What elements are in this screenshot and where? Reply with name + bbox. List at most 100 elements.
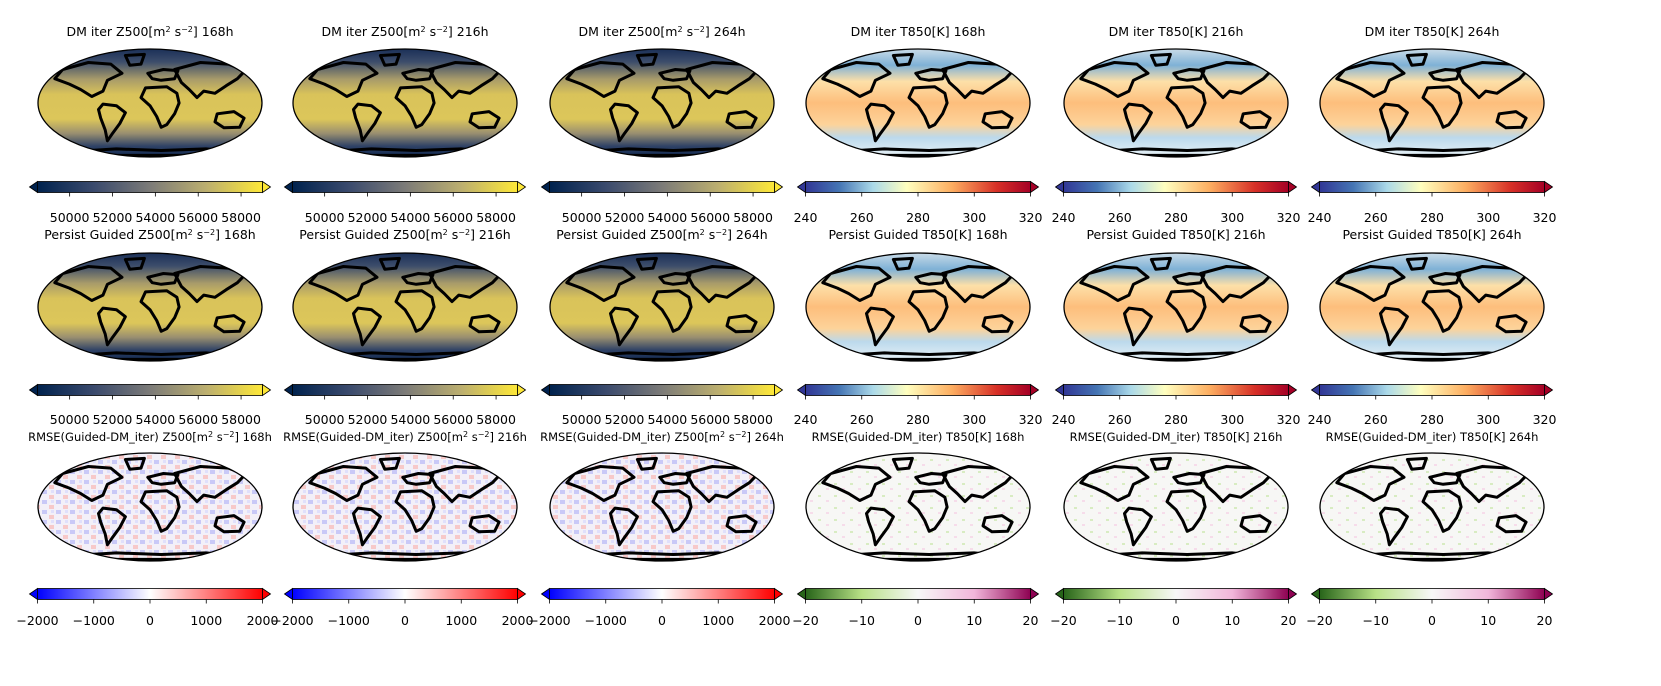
colorbar-tick-label: 54000 bbox=[135, 210, 175, 225]
colorbar-tick-label: 300 bbox=[1220, 412, 1244, 427]
coastline bbox=[1495, 514, 1528, 534]
colorbar-tick-label: 54000 bbox=[647, 412, 687, 427]
coastline bbox=[685, 465, 759, 504]
coastline bbox=[1379, 102, 1409, 143]
coastline bbox=[213, 110, 246, 130]
colorbar-tick-label: 2000 bbox=[247, 613, 279, 628]
coastline bbox=[635, 256, 658, 271]
colorbar-gradient bbox=[292, 384, 518, 396]
colorbar-extend-max bbox=[1030, 587, 1040, 601]
colorbar-tick-label: 52000 bbox=[93, 210, 133, 225]
coastline bbox=[468, 314, 501, 334]
panel-title: DM iter T850[K] 168h bbox=[851, 24, 986, 39]
colorbar-tick-label: 56000 bbox=[178, 412, 218, 427]
map-field bbox=[1320, 453, 1544, 561]
coastline bbox=[123, 52, 146, 67]
map-field bbox=[38, 49, 262, 157]
coastline bbox=[565, 465, 636, 502]
coastline bbox=[394, 489, 436, 533]
coastline bbox=[1239, 110, 1272, 130]
colorbar-tick-label: 50000 bbox=[305, 412, 345, 427]
map-border bbox=[805, 48, 1031, 158]
coastline bbox=[658, 472, 692, 486]
map-field bbox=[293, 253, 517, 361]
coastline bbox=[981, 514, 1014, 534]
colorbar-extend-min bbox=[28, 383, 38, 397]
coastline bbox=[609, 306, 639, 347]
map-field bbox=[38, 253, 262, 361]
colorbar: 240 260 280 300 320 bbox=[1308, 180, 1557, 225]
map-border bbox=[292, 452, 518, 562]
coastline bbox=[378, 456, 401, 471]
colorbar-extend-max bbox=[774, 383, 784, 397]
panel-title: Persist Guided T850[K] 168h bbox=[828, 227, 1007, 242]
panel-title: DM iter Z500[m2 s−2] 168h bbox=[66, 24, 233, 39]
coastline bbox=[658, 68, 692, 82]
coastline bbox=[865, 102, 895, 143]
coastline bbox=[1421, 489, 1463, 533]
colorbar-extend-max bbox=[1288, 383, 1298, 397]
colorbar-tick-label: 320 bbox=[1533, 210, 1557, 225]
colorbar-tick-label: 10 bbox=[1224, 613, 1240, 628]
coastline bbox=[725, 514, 758, 534]
coastline bbox=[308, 265, 379, 302]
map-field bbox=[293, 49, 517, 157]
colorbar-tick-label: 58000 bbox=[733, 412, 773, 427]
colorbar-tick-label: 50000 bbox=[562, 210, 602, 225]
coastline bbox=[635, 52, 658, 67]
coastline bbox=[1079, 61, 1150, 98]
colorbar-tick-label: 260 bbox=[1364, 412, 1388, 427]
colorbar-extend-max bbox=[262, 383, 272, 397]
coastline bbox=[1428, 472, 1462, 486]
coastline bbox=[378, 256, 401, 271]
panel-r2-c4: Persist Guided T850[K] 168h 240 260 280 300 3… bbox=[794, 227, 1043, 427]
colorbar-tick-label: 2000 bbox=[759, 613, 791, 628]
map-border bbox=[549, 452, 775, 562]
coastlines bbox=[1335, 52, 1529, 157]
colorbar: 50000 52000 54000 56000 58000 bbox=[283, 180, 527, 225]
panel-r1-c3: DM iter Z500[m2 s−2] 264h 50000 52000 54000… bbox=[540, 24, 784, 225]
coastline bbox=[401, 472, 435, 486]
map-field bbox=[1320, 253, 1544, 361]
coastline bbox=[865, 306, 895, 347]
map-field bbox=[38, 453, 262, 561]
coastline bbox=[1199, 61, 1273, 100]
coastline bbox=[1405, 256, 1428, 271]
panel-r1-c1: DM iter Z500[m2 s−2] 168h 50000 52000 54000… bbox=[28, 24, 272, 225]
colorbar-tick-label: 58000 bbox=[476, 210, 516, 225]
colorbar: −2000 −1000 0 1000 2000 bbox=[528, 587, 791, 628]
colorbar-tick-label: 54000 bbox=[390, 412, 430, 427]
colorbar-tick-label: 240 bbox=[1052, 412, 1076, 427]
panel-title: Persist Guided Z500[m2 s−2] 264h bbox=[556, 227, 767, 242]
coastline bbox=[1172, 272, 1206, 286]
colorbar-gradient bbox=[549, 588, 775, 600]
colorbar-gradient bbox=[549, 384, 775, 396]
colorbar-tick-label: 320 bbox=[1019, 210, 1043, 225]
coastline bbox=[1421, 85, 1463, 129]
map-border bbox=[549, 252, 775, 362]
coastline bbox=[352, 306, 382, 347]
colorbar-extend-min bbox=[28, 587, 38, 601]
colorbar-tick-label: 52000 bbox=[348, 210, 388, 225]
colorbar: 240 260 280 300 320 bbox=[1052, 180, 1300, 225]
colorbar: 50000 52000 54000 56000 58000 bbox=[28, 180, 272, 225]
colorbar-gradient bbox=[37, 181, 263, 193]
coastline bbox=[1405, 456, 1428, 471]
coastline bbox=[1455, 465, 1529, 504]
map-field bbox=[293, 453, 517, 561]
colorbar-tick-label: 20 bbox=[1281, 613, 1297, 628]
colorbar-tick-label: 52000 bbox=[605, 412, 645, 427]
colorbar-tick-label: 0 bbox=[401, 613, 409, 628]
map-field bbox=[1064, 253, 1288, 361]
coastline bbox=[565, 61, 636, 98]
coastline bbox=[394, 289, 436, 333]
colorbar-tick-label: 280 bbox=[906, 210, 930, 225]
colorbar-tick-label: −20 bbox=[792, 613, 818, 628]
coastline bbox=[97, 102, 127, 143]
map-border bbox=[292, 48, 518, 158]
coastline bbox=[1335, 265, 1406, 302]
colorbar-tick-label: −20 bbox=[1306, 613, 1332, 628]
colorbar-tick-label: −1000 bbox=[328, 613, 370, 628]
colorbar-tick-label: −2000 bbox=[271, 613, 313, 628]
